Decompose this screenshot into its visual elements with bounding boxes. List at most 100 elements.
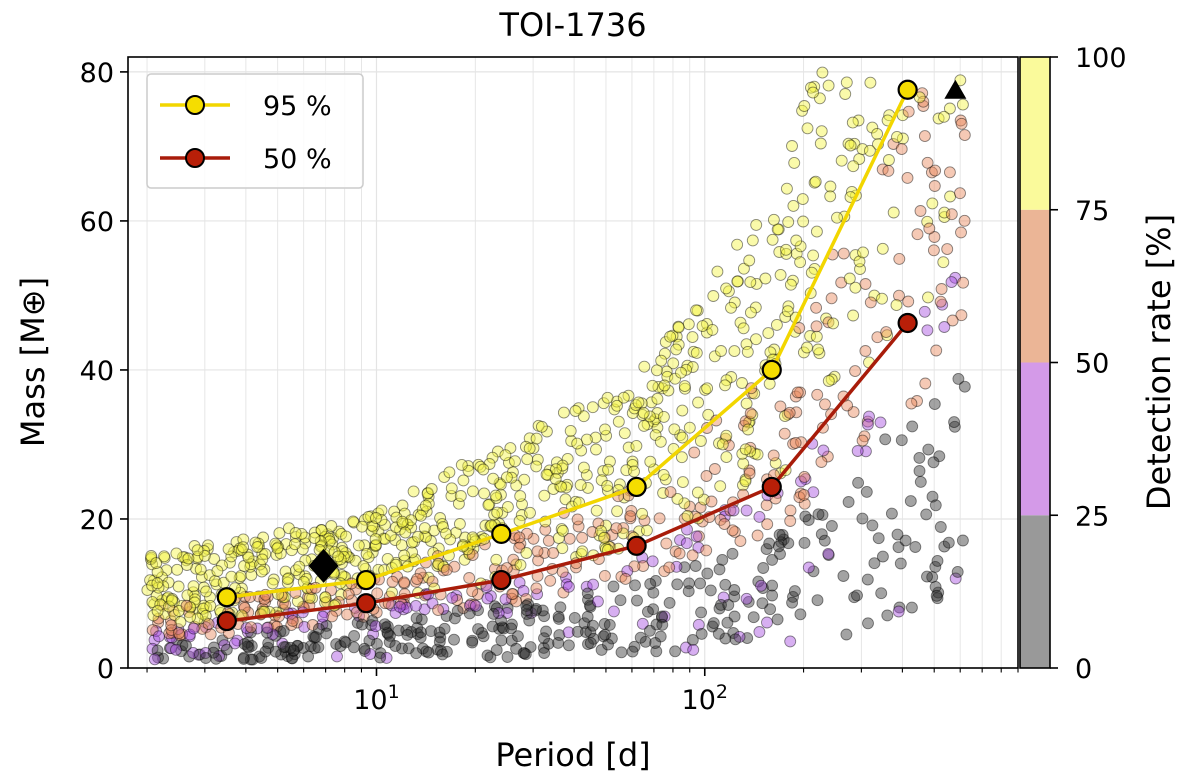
scatter-point [353, 610, 366, 622]
scatter-point [930, 589, 943, 602]
scatter-point [593, 529, 606, 542]
scatter-point [790, 406, 803, 419]
scatter-point [357, 560, 370, 573]
scatter-point [797, 215, 810, 228]
scatter-point [612, 415, 625, 428]
scatter-point [711, 265, 724, 278]
y-tick-label: 20 [80, 505, 114, 536]
scatter-point [151, 605, 164, 618]
scatter-point [921, 156, 934, 169]
colorbar-tick-label: 0 [1075, 654, 1092, 685]
scatter-point [923, 222, 936, 235]
scatter-point [631, 594, 643, 607]
scatter-point [640, 524, 653, 537]
scatter-point [794, 386, 807, 399]
scatter-point [244, 653, 257, 666]
scatter-point [165, 619, 178, 632]
scatter-point [170, 634, 183, 647]
scatter-point [457, 474, 470, 487]
y-tick-label: 0 [97, 654, 114, 685]
scatter-point [766, 233, 779, 246]
scatter-point [929, 164, 942, 177]
scatter-point [639, 635, 652, 648]
scatter-point [955, 226, 967, 239]
scatter-point [513, 541, 526, 554]
scatter-point [811, 388, 824, 401]
scatter-point [336, 545, 349, 558]
scatter-point [157, 580, 170, 593]
scatter-point [607, 580, 620, 593]
scatter-point [821, 450, 834, 463]
scatter-point [658, 347, 671, 360]
series-point-50 [761, 476, 782, 498]
scatter-point [370, 637, 383, 650]
scatter-point [740, 504, 753, 517]
scatter-point [581, 481, 594, 494]
scatter-point [251, 622, 264, 635]
scatter-point [374, 651, 387, 664]
scatter-point [851, 589, 863, 602]
scatter-point [891, 130, 903, 143]
scatter-point [199, 652, 212, 664]
scatter-point [182, 606, 195, 619]
scatter-point [766, 589, 779, 602]
scatter-point [419, 499, 432, 512]
scatter-point [369, 533, 382, 546]
scatter-point [689, 560, 702, 572]
scatter-point [282, 571, 295, 584]
scatter-point [303, 591, 316, 604]
scatter-point [736, 377, 748, 389]
scatter-point [237, 651, 250, 664]
scatter-point [743, 254, 756, 267]
scatter-point [918, 130, 931, 143]
scatter-point [771, 223, 784, 236]
scatter-point [599, 628, 612, 641]
scatter-point [719, 632, 732, 645]
scatter-point [740, 397, 753, 410]
scatter-point [926, 490, 939, 503]
scatter-point [690, 304, 703, 317]
scatter-point [720, 282, 733, 295]
scatter-point [414, 631, 427, 644]
scatter-point [757, 562, 770, 574]
scatter-point [766, 553, 779, 566]
scatter-point [552, 636, 565, 649]
scatter-point [262, 641, 275, 654]
scatter-point [687, 345, 700, 358]
scatter-point [176, 639, 189, 652]
scatter-point [270, 620, 283, 633]
scatter-point [811, 594, 824, 607]
scatter-point [787, 590, 799, 603]
scatter-point [411, 573, 424, 586]
scatter-point [440, 645, 453, 658]
scatter-point [547, 483, 560, 496]
scatter-point [636, 617, 649, 630]
scatter-point [151, 566, 164, 578]
scatter-point [174, 616, 187, 629]
scatter-point [466, 634, 479, 647]
scatter-point [756, 582, 769, 595]
scatter-point [890, 299, 903, 312]
scatter-point [369, 620, 382, 633]
scatter-point [349, 554, 362, 567]
scatter-point [690, 530, 703, 543]
scatter-point [272, 541, 285, 554]
scatter-point [328, 546, 341, 559]
scatter-point [431, 560, 444, 572]
scatter-point [774, 400, 787, 413]
scatter-point [347, 515, 360, 528]
scatter-point [299, 531, 312, 544]
scatter-point [957, 276, 970, 289]
scatter-point [177, 551, 189, 564]
scatter-point [658, 565, 671, 578]
scatter-point [252, 537, 265, 550]
scatter-point [638, 360, 651, 373]
scatter-point [954, 114, 967, 127]
scatter-point [893, 601, 906, 614]
scatter-point [853, 153, 866, 166]
scatter-point [807, 86, 819, 99]
scatter-point [899, 534, 912, 547]
scatter-point [731, 238, 744, 251]
scatter-point [150, 625, 163, 638]
series-line-50 [226, 321, 909, 623]
